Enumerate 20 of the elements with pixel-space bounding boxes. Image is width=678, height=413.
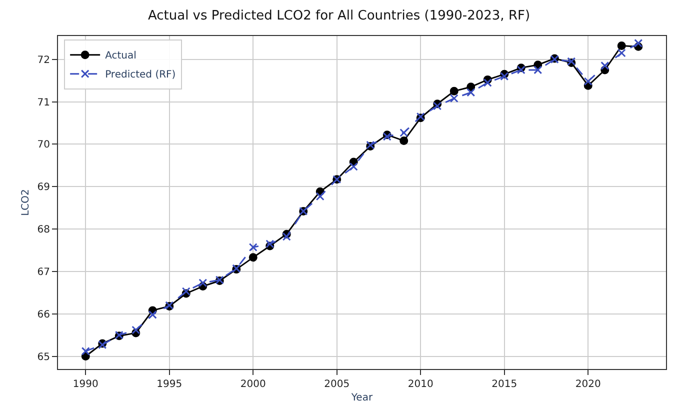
legend-label: Predicted (RF)	[105, 70, 176, 81]
x-tick-label: 2005	[324, 379, 350, 390]
legend-label: Actual	[105, 50, 136, 62]
x-tick-label: 2015	[492, 379, 518, 390]
y-tick-label: 72	[37, 54, 50, 66]
y-tick-label: 68	[37, 224, 50, 236]
y-axis-title: LCO2	[20, 189, 32, 216]
chart-title: Actual vs Predicted LCO2 for All Countries (1990-2023, RF)	[148, 8, 530, 24]
y-tick-label: 70	[37, 140, 50, 151]
x-tick-label: 2020	[575, 379, 601, 390]
y-tick-label: 69	[37, 182, 50, 194]
x-axis-title: Year	[350, 392, 374, 404]
y-tick-label: 71	[37, 97, 50, 108]
y-tick-label: 67	[37, 266, 50, 278]
x-tick-label: 1990	[72, 379, 98, 390]
y-tick-label: 65	[37, 352, 50, 363]
y-tick-label: 66	[37, 309, 50, 320]
x-tick-label: 2000	[240, 379, 266, 390]
x-tick-label: 1995	[156, 379, 182, 390]
x-tick-label: 2010	[408, 379, 434, 390]
